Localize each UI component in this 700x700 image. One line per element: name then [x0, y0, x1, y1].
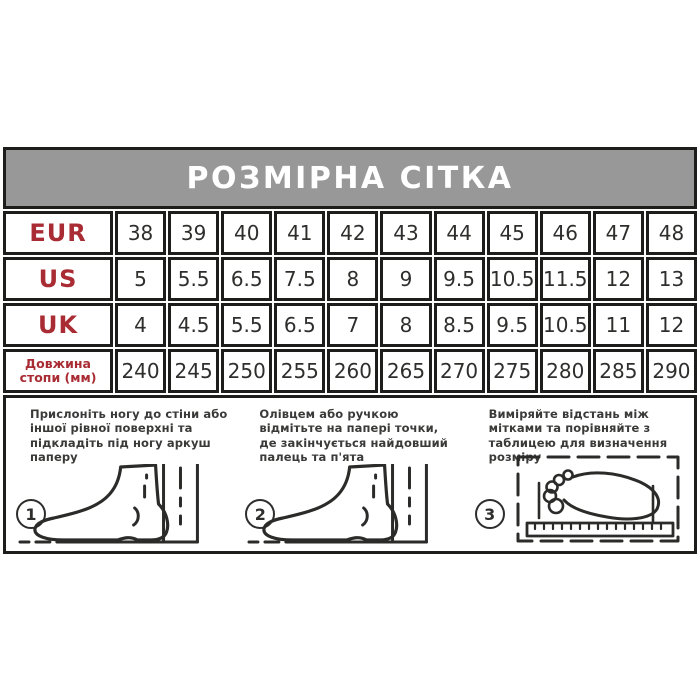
size-cell: 42 — [327, 211, 379, 255]
size-cell: 9.5 — [486, 303, 538, 347]
size-cell: 7.5 — [274, 257, 326, 301]
size-cell: 5.5 — [221, 303, 273, 347]
size-table: EUR 38 39 40 41 42 43 44 45 46 47 48 US 5 5.5 6.5 7.5 8 9 9… — [3, 211, 697, 393]
table-row: UK 4 4.5 5.5 6.5 7 8 8.5 9.5 10.5 11 12 — [3, 303, 697, 347]
size-cell: 250 — [221, 349, 273, 393]
size-cell: 4.5 — [168, 303, 220, 347]
row-label: UK — [3, 303, 113, 347]
size-cell: 6.5 — [274, 303, 326, 347]
size-cell: 10.5 — [486, 257, 538, 301]
size-cell: 47 — [592, 211, 644, 255]
foot-against-wall-icon — [247, 464, 458, 545]
content-block: РОЗМІРНА СІТКА EUR 38 39 40 41 42 43 44 45 46 47 48… — [3, 147, 697, 554]
size-cell: 260 — [327, 349, 379, 393]
size-cell: 7 — [327, 303, 379, 347]
step-number-badge: 3 — [474, 499, 505, 529]
size-cell: 12 — [645, 303, 697, 347]
size-cell: 5.5 — [168, 257, 220, 301]
size-cell: 12 — [592, 257, 644, 301]
table-row: EUR 38 39 40 41 42 43 44 45 46 47 48 — [3, 211, 697, 255]
size-cell: 11.5 — [539, 257, 591, 301]
page-title: РОЗМІРНА СІТКА — [3, 147, 697, 209]
row-label: Довжина стопи (мм) — [3, 349, 113, 393]
size-cell: 39 — [168, 211, 220, 255]
size-cell: 48 — [645, 211, 697, 255]
measurement-instructions: Прислоніть ногу до стіни або іншої рівно… — [3, 395, 697, 554]
size-cell: 245 — [168, 349, 220, 393]
size-cell: 45 — [486, 211, 538, 255]
size-cell: 240 — [115, 349, 167, 393]
size-cell: 13 — [645, 257, 697, 301]
instruction-step: Виміряйте відстань між мітками та порівн… — [465, 398, 694, 551]
instruction-text: Олівцем або ручкою відмітьте на папері т… — [259, 407, 448, 465]
size-cell: 8 — [327, 257, 379, 301]
size-cell: 285 — [592, 349, 644, 393]
size-cell: 41 — [274, 211, 326, 255]
instruction-step: Прислоніть ногу до стіни або іншої рівно… — [6, 398, 235, 551]
size-cell: 8.5 — [433, 303, 485, 347]
size-cell: 43 — [380, 211, 432, 255]
size-cell: 255 — [274, 349, 326, 393]
size-cell: 290 — [645, 349, 697, 393]
size-cell: 44 — [433, 211, 485, 255]
instruction-text: Прислоніть ногу до стіни або іншої рівно… — [30, 407, 228, 465]
step-number-badge: 2 — [245, 499, 276, 529]
size-cell: 275 — [486, 349, 538, 393]
size-cell: 9 — [380, 257, 432, 301]
foot-against-wall-icon — [18, 464, 229, 545]
size-cell: 8 — [380, 303, 432, 347]
size-cell: 46 — [539, 211, 591, 255]
instruction-text: Виміряйте відстань між мітками та порівн… — [488, 407, 668, 465]
footprint-ruler-icon — [515, 453, 683, 547]
size-cell: 40 — [221, 211, 273, 255]
instruction-step: Олівцем або ручкою відмітьте на папері т… — [235, 398, 464, 551]
row-label: US — [3, 257, 113, 301]
size-cell: 265 — [380, 349, 432, 393]
size-cell: 5 — [115, 257, 167, 301]
size-cell: 270 — [433, 349, 485, 393]
size-cell: 11 — [592, 303, 644, 347]
table-row: US 5 5.5 6.5 7.5 8 9 9.5 10.5 11.5 12 13 — [3, 257, 697, 301]
size-cell: 10.5 — [539, 303, 591, 347]
row-label: EUR — [3, 211, 113, 255]
table-row: Довжина стопи (мм) 240 245 250 255 260 265 270 2… — [3, 349, 697, 393]
size-cell: 38 — [115, 211, 167, 255]
size-cell: 6.5 — [221, 257, 273, 301]
size-cell: 9.5 — [433, 257, 485, 301]
size-cell: 4 — [115, 303, 167, 347]
size-cell: 280 — [539, 349, 591, 393]
step-number-badge: 1 — [16, 499, 46, 529]
